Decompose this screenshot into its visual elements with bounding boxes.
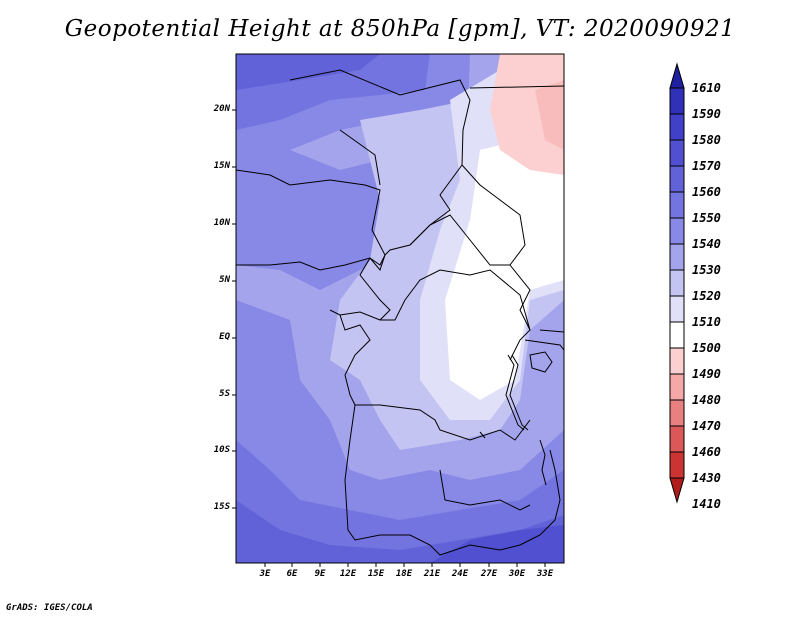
lon-label-9e: 9E [314, 569, 326, 579]
colorbar-label: 1470 [692, 419, 721, 433]
lat-label-5n: 5N [219, 275, 230, 285]
lon-label-12e: 12E [339, 569, 357, 579]
lon-label-30e: 30E [508, 569, 526, 579]
colorbar-label: 1460 [692, 445, 721, 459]
lon-label-33e: 33E [536, 569, 554, 579]
colorbar-label: 1520 [692, 289, 721, 303]
colorbar-segment [669, 269, 685, 297]
lon-label-24e: 24E [451, 569, 469, 579]
lon-label-27e: 27E [480, 569, 498, 579]
colorbar-segment [669, 399, 685, 427]
colorbar-segment [669, 373, 685, 401]
colorbar-segment [669, 425, 685, 453]
colorbar-label: 1490 [692, 367, 721, 381]
lat-label-10s: 10S [213, 445, 230, 455]
colorbar-segment [669, 87, 685, 115]
colorbar-cap-top [669, 62, 685, 89]
colorbar-cap-bottom [669, 477, 685, 504]
colorbar-segment [669, 295, 685, 323]
lat-label-15s: 15S [213, 502, 230, 512]
colorbar-segment [669, 347, 685, 375]
colorbar-segment [669, 451, 685, 479]
colorbar-label: 1480 [692, 393, 721, 407]
lakes [479, 351, 553, 486]
lat-ticks [232, 109, 236, 509]
country-borders [236, 69, 564, 556]
colorbar-segment [669, 113, 685, 141]
colorbar-label: 1430 [692, 471, 721, 485]
map-title: Geopotential Height at 850hPa [gpm], VT:… [64, 16, 736, 42]
lon-label-6e: 6E [286, 569, 298, 579]
lon-ticks [264, 563, 546, 567]
colorbar-segment [669, 165, 685, 193]
map-frame [235, 53, 565, 564]
colorbar [669, 62, 685, 504]
lon-label-18e: 18E [395, 569, 413, 579]
colorbar-label: 1550 [692, 211, 721, 225]
lat-label-5s: 5S [219, 389, 230, 399]
lon-label-3e: 3E [259, 569, 271, 579]
lat-label-10n: 10N [213, 218, 230, 228]
colorbar-label: 1580 [692, 133, 721, 147]
lat-label-15n: 15N [213, 161, 230, 171]
lat-label-eq: EQ [219, 332, 230, 342]
colorbar-label: 1540 [692, 237, 721, 251]
colorbar-label: 1560 [692, 185, 721, 199]
lat-label-20n: 20N [213, 104, 230, 114]
colorbar-label: 1570 [692, 159, 721, 173]
footer-credit: GrADS: IGES/COLA [6, 603, 93, 613]
colorbar-label: 1500 [692, 341, 721, 355]
lon-label-15e: 15E [367, 569, 385, 579]
colorbar-segment [669, 243, 685, 271]
colorbar-label: 1530 [692, 263, 721, 277]
lon-label-21e: 21E [423, 569, 441, 579]
colorbar-label: 1590 [692, 107, 721, 121]
colorbar-segment [669, 191, 685, 219]
colorbar-segment [669, 139, 685, 167]
colorbar-label: 1610 [692, 81, 721, 95]
height-field [236, 54, 564, 563]
colorbar-segment [669, 217, 685, 245]
colorbar-label: 1410 [692, 497, 721, 511]
colorbar-label: 1510 [692, 315, 721, 329]
colorbar-segment [669, 321, 685, 349]
